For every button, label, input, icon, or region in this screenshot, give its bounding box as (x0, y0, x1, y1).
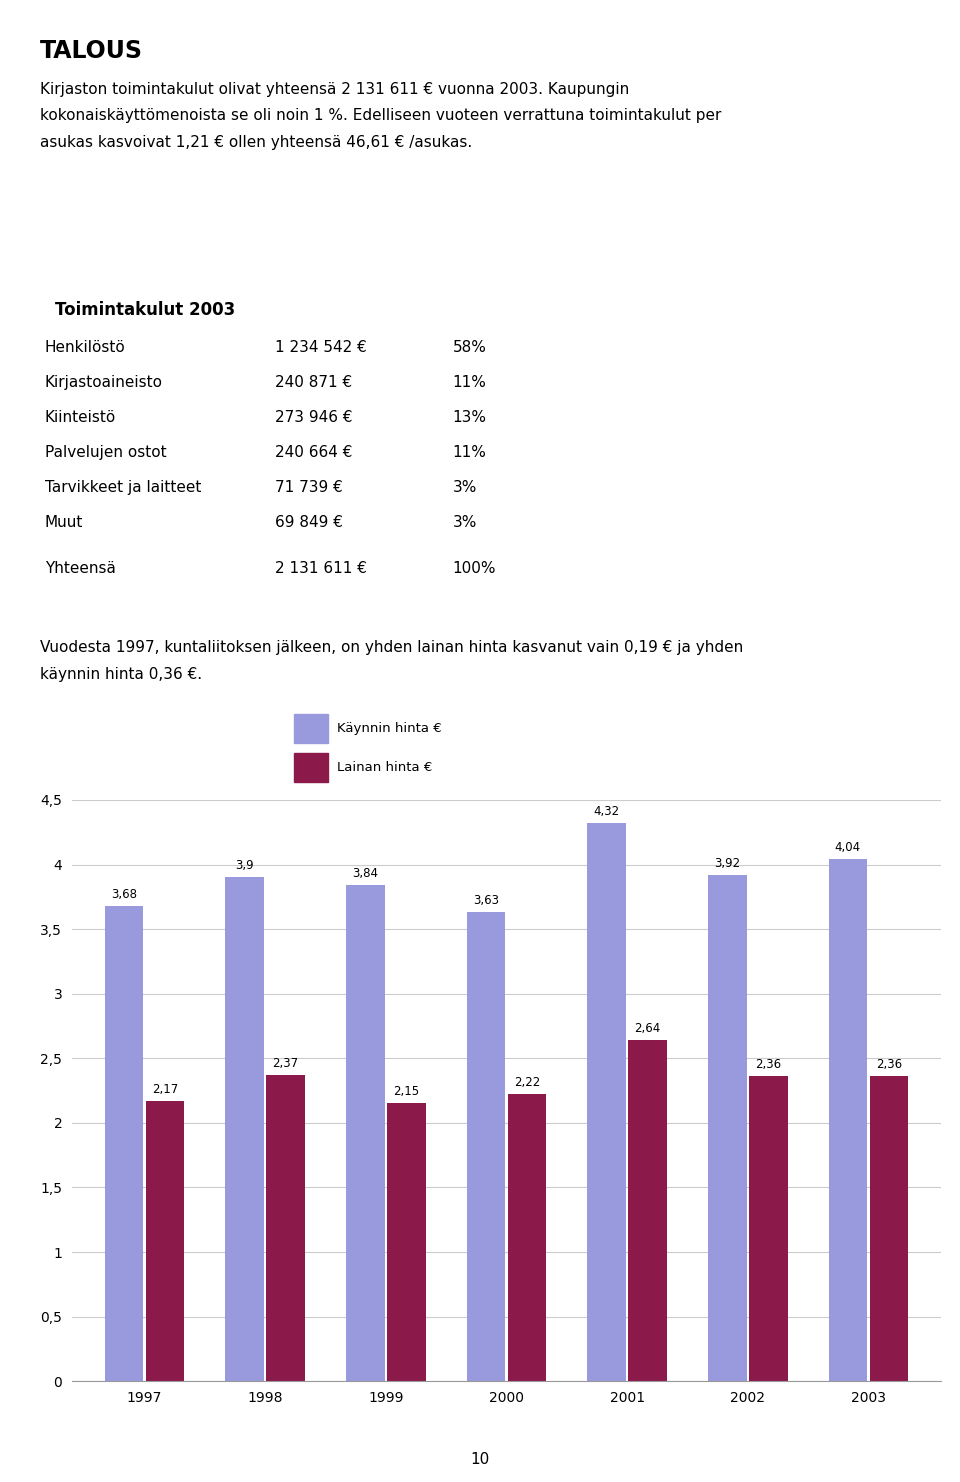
Text: 273 946 €: 273 946 € (276, 411, 352, 425)
Text: 3,9: 3,9 (235, 860, 253, 873)
Text: 4,32: 4,32 (593, 805, 619, 818)
Text: 240 664 €: 240 664 € (276, 445, 352, 459)
Bar (266, 1074, 305, 1381)
Bar (387, 1104, 425, 1381)
Bar (508, 1094, 546, 1381)
Text: käynnin hinta 0,36 €.: käynnin hinta 0,36 €. (40, 667, 203, 682)
Bar (226, 877, 264, 1381)
Text: Henkilöstö: Henkilöstö (45, 341, 126, 356)
Bar (346, 885, 385, 1381)
Text: Tarvikkeet ja laitteet: Tarvikkeet ja laitteet (45, 480, 202, 495)
Bar (870, 1076, 908, 1381)
Text: 13%: 13% (453, 411, 487, 425)
Text: 3%: 3% (453, 480, 477, 495)
Text: 100%: 100% (453, 562, 496, 576)
Text: 10: 10 (470, 1452, 490, 1467)
Bar (708, 874, 747, 1381)
Text: 3,68: 3,68 (111, 888, 137, 901)
Text: 71 739 €: 71 739 € (276, 480, 343, 495)
Text: kokonaiskäyttömenoista se oli noin 1 %. Edelliseen vuoteen verrattuna toimintaku: kokonaiskäyttömenoista se oli noin 1 %. … (40, 108, 721, 123)
Text: TALOUS: TALOUS (40, 39, 143, 62)
Bar (294, 714, 328, 744)
Text: 58%: 58% (453, 341, 487, 356)
Text: asukas kasvoivat 1,21 € ollen yhteensä 46,61 € /asukas.: asukas kasvoivat 1,21 € ollen yhteensä 4… (40, 135, 472, 150)
Text: 2,36: 2,36 (756, 1058, 781, 1071)
Text: 3,63: 3,63 (473, 894, 499, 907)
Text: Toimintakulut 2003: Toimintakulut 2003 (56, 301, 235, 319)
Text: Yhteensä: Yhteensä (45, 562, 115, 576)
Text: Vuodesta 1997, kuntaliitoksen jälkeen, on yhden lainan hinta kasvanut vain 0,19 : Vuodesta 1997, kuntaliitoksen jälkeen, o… (40, 640, 743, 655)
Bar (467, 913, 505, 1381)
Bar (628, 1040, 667, 1381)
Text: 2,15: 2,15 (394, 1085, 420, 1098)
Text: 11%: 11% (453, 375, 487, 390)
Text: 4,04: 4,04 (835, 842, 861, 854)
Text: 3,92: 3,92 (714, 857, 740, 870)
Text: Kiinteistö: Kiinteistö (45, 411, 116, 425)
Bar (105, 906, 143, 1381)
Text: Palvelujen ostot: Palvelujen ostot (45, 445, 166, 459)
Text: 2,64: 2,64 (635, 1023, 660, 1034)
Text: Käynnin hinta €: Käynnin hinta € (337, 722, 442, 735)
Text: Muut: Muut (45, 514, 84, 529)
Text: Kirjastoaineisto: Kirjastoaineisto (45, 375, 163, 390)
Bar (749, 1076, 787, 1381)
Text: Kirjaston toimintakulut olivat yhteensä 2 131 611 € vuonna 2003. Kaupungin: Kirjaston toimintakulut olivat yhteensä … (40, 82, 629, 96)
Text: 2 131 611 €: 2 131 611 € (276, 562, 367, 576)
Text: Lainan hinta €: Lainan hinta € (337, 760, 432, 774)
Text: 240 871 €: 240 871 € (276, 375, 352, 390)
Bar (146, 1101, 184, 1381)
Text: 2,36: 2,36 (876, 1058, 902, 1071)
Bar (828, 860, 867, 1381)
Text: 11%: 11% (453, 445, 487, 459)
Text: 2,22: 2,22 (514, 1076, 540, 1089)
Text: 3,84: 3,84 (352, 867, 378, 880)
Text: 1 234 542 €: 1 234 542 € (276, 341, 367, 356)
Bar (588, 823, 626, 1381)
Text: 2,37: 2,37 (273, 1057, 299, 1070)
Text: 3%: 3% (453, 514, 477, 529)
Text: 2,17: 2,17 (152, 1083, 178, 1095)
Bar (294, 753, 328, 782)
Text: 69 849 €: 69 849 € (276, 514, 343, 529)
